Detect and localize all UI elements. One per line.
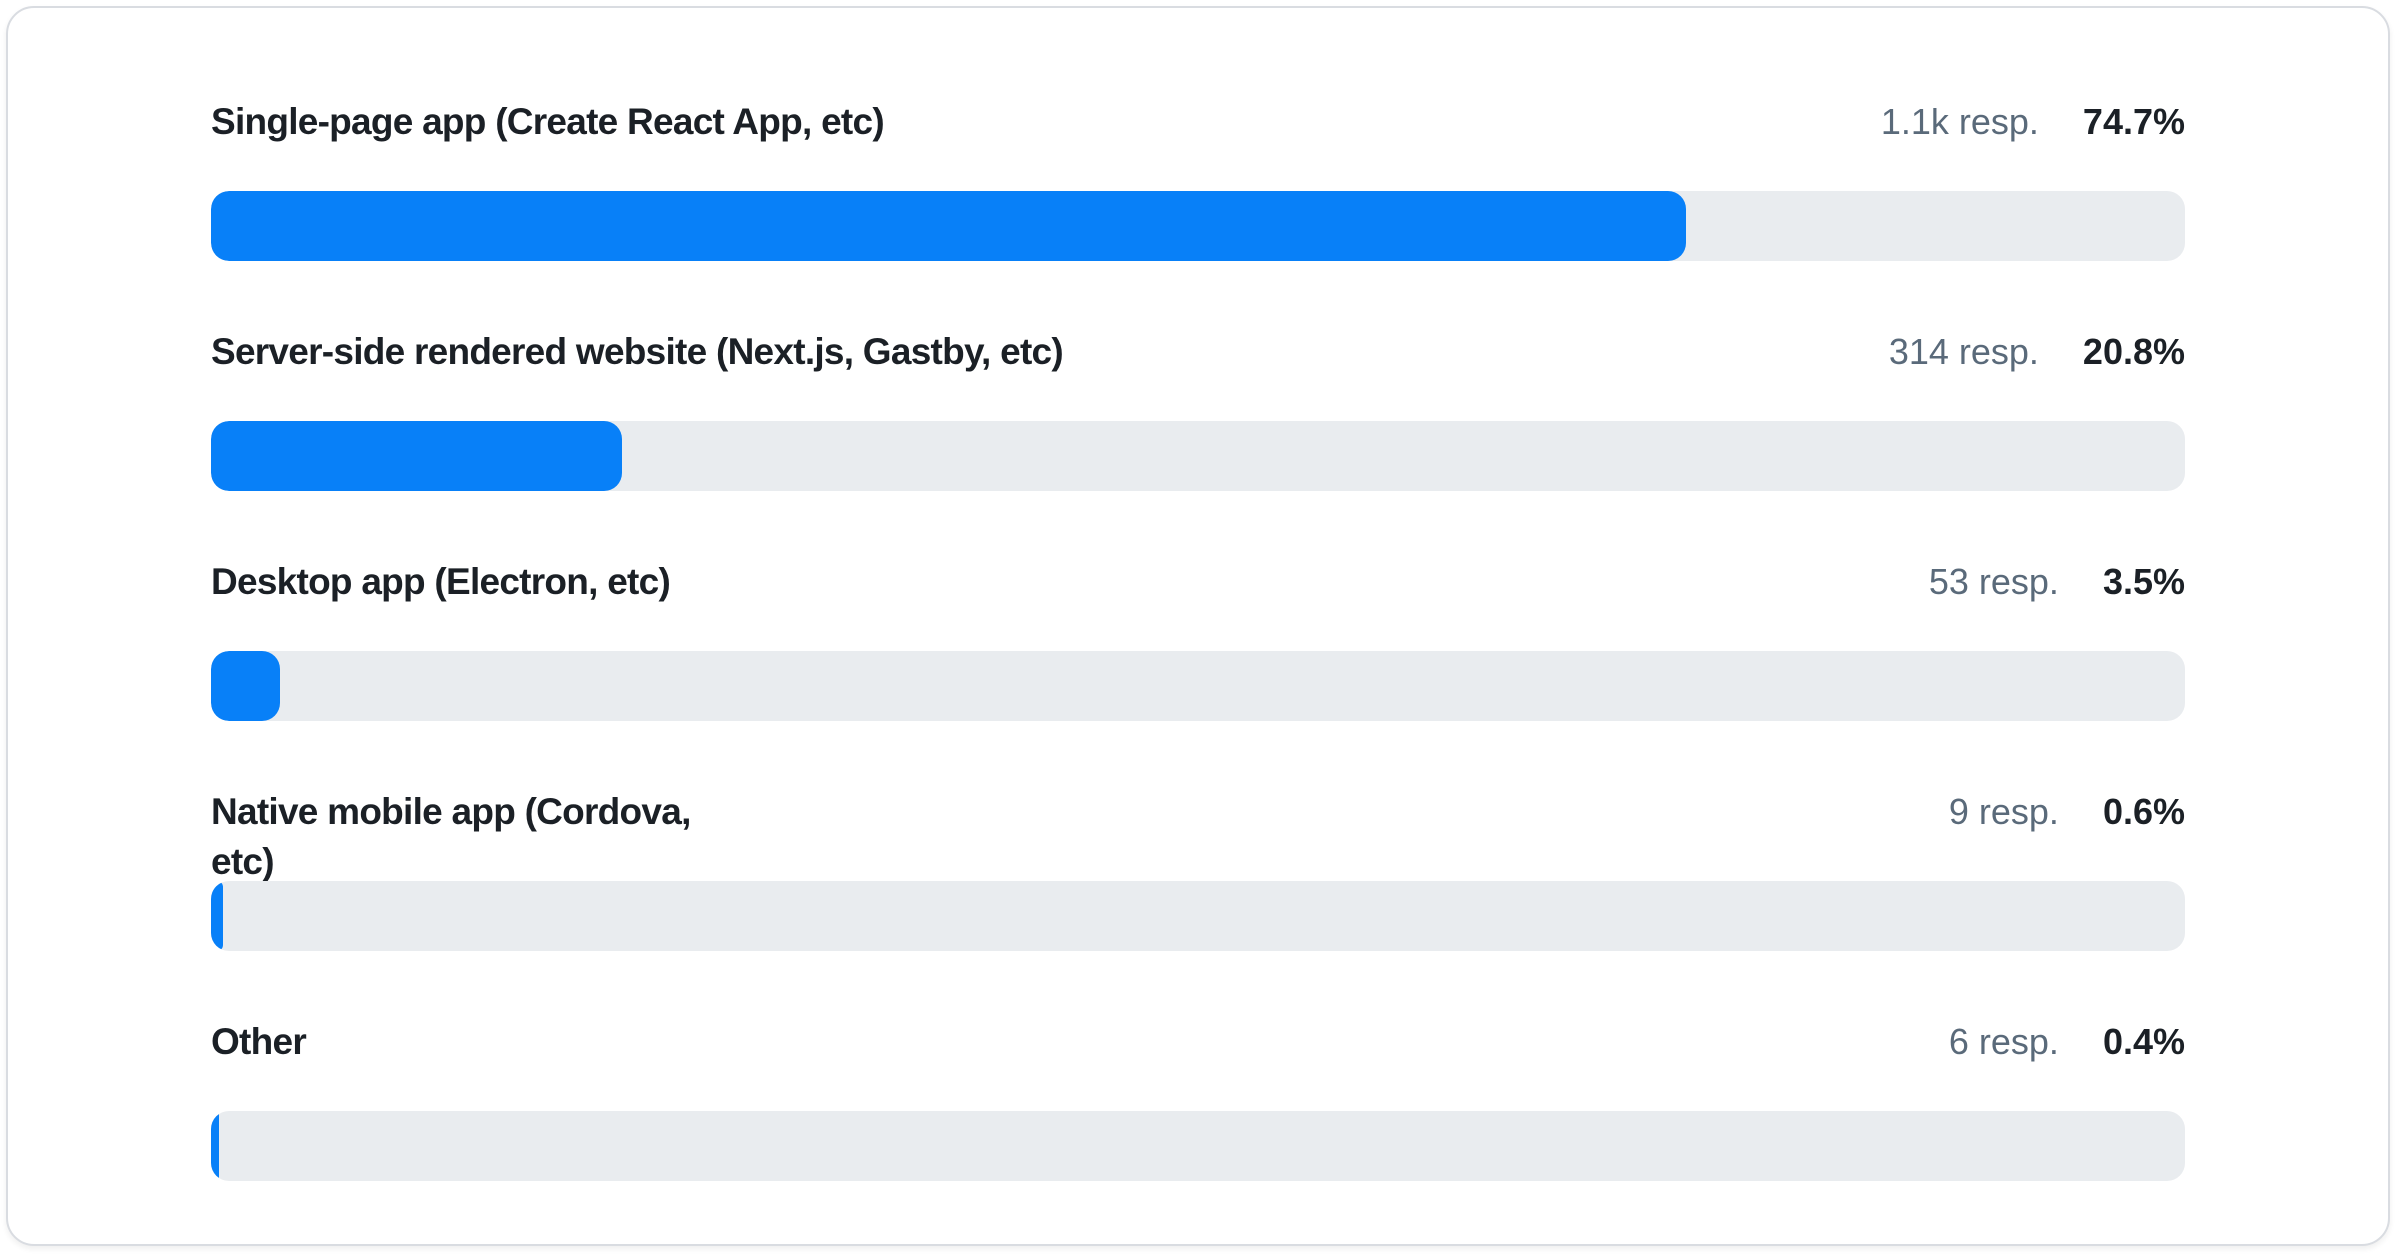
bar-row: Desktop app (Electron, etc) 53 resp. 3.5… bbox=[211, 557, 2185, 721]
row-response-count: 9 resp. bbox=[1948, 791, 2059, 832]
bar-row-header: Single-page app (Create React App, etc) … bbox=[211, 97, 2185, 147]
row-label: Single-page app (Create React App, etc) bbox=[211, 101, 885, 142]
bar-track bbox=[211, 651, 2185, 721]
bar-fill bbox=[211, 651, 281, 721]
row-response-count: 6 resp. bbox=[1948, 1021, 2059, 1062]
row-response-count: 1.1k resp. bbox=[1880, 101, 2039, 142]
bar-chart: Single-page app (Create React App, etc) … bbox=[8, 8, 2388, 1181]
row-response-count: 53 resp. bbox=[1928, 561, 2059, 602]
bar-row: Server-side rendered website (Next.js, G… bbox=[211, 327, 2185, 491]
bar-track bbox=[211, 191, 2185, 261]
row-percentage: 0.6% bbox=[2102, 791, 2185, 832]
survey-results-card: Single-page app (Create React App, etc) … bbox=[6, 6, 2390, 1246]
bar-row-header: Other 6 resp. 0.4% bbox=[211, 1017, 2185, 1067]
bar-fill bbox=[211, 421, 622, 491]
bar-row: Single-page app (Create React App, etc) … bbox=[211, 97, 2185, 261]
row-label: Server-side rendered website (Next.js, G… bbox=[211, 331, 1064, 372]
bar-track bbox=[211, 421, 2185, 491]
bar-row-header: Desktop app (Electron, etc) 53 resp. 3.5… bbox=[211, 557, 2185, 607]
bar-row: Other 6 resp. 0.4% bbox=[211, 1017, 2185, 1181]
row-percentage: 74.7% bbox=[2082, 101, 2185, 142]
row-label: Native mobile app (Cordova, etc) bbox=[211, 791, 691, 882]
bar-fill bbox=[211, 1111, 219, 1181]
bar-track bbox=[211, 1111, 2185, 1181]
row-label: Other bbox=[211, 1021, 307, 1062]
bar-row-header: Native mobile app (Cordova, etc) 9 resp.… bbox=[211, 787, 2185, 882]
row-label: Desktop app (Electron, etc) bbox=[211, 561, 671, 602]
row-percentage: 20.8% bbox=[2082, 331, 2185, 372]
row-response-count: 314 resp. bbox=[1888, 331, 2039, 372]
bar-row-header: Server-side rendered website (Next.js, G… bbox=[211, 327, 2185, 377]
row-percentage: 0.4% bbox=[2102, 1021, 2185, 1062]
bar-track bbox=[211, 881, 2185, 951]
bar-fill bbox=[211, 881, 223, 951]
row-percentage: 3.5% bbox=[2102, 561, 2185, 602]
bar-row: Native mobile app (Cordova, etc) 9 resp.… bbox=[211, 787, 2185, 951]
bar-fill bbox=[211, 191, 1686, 261]
